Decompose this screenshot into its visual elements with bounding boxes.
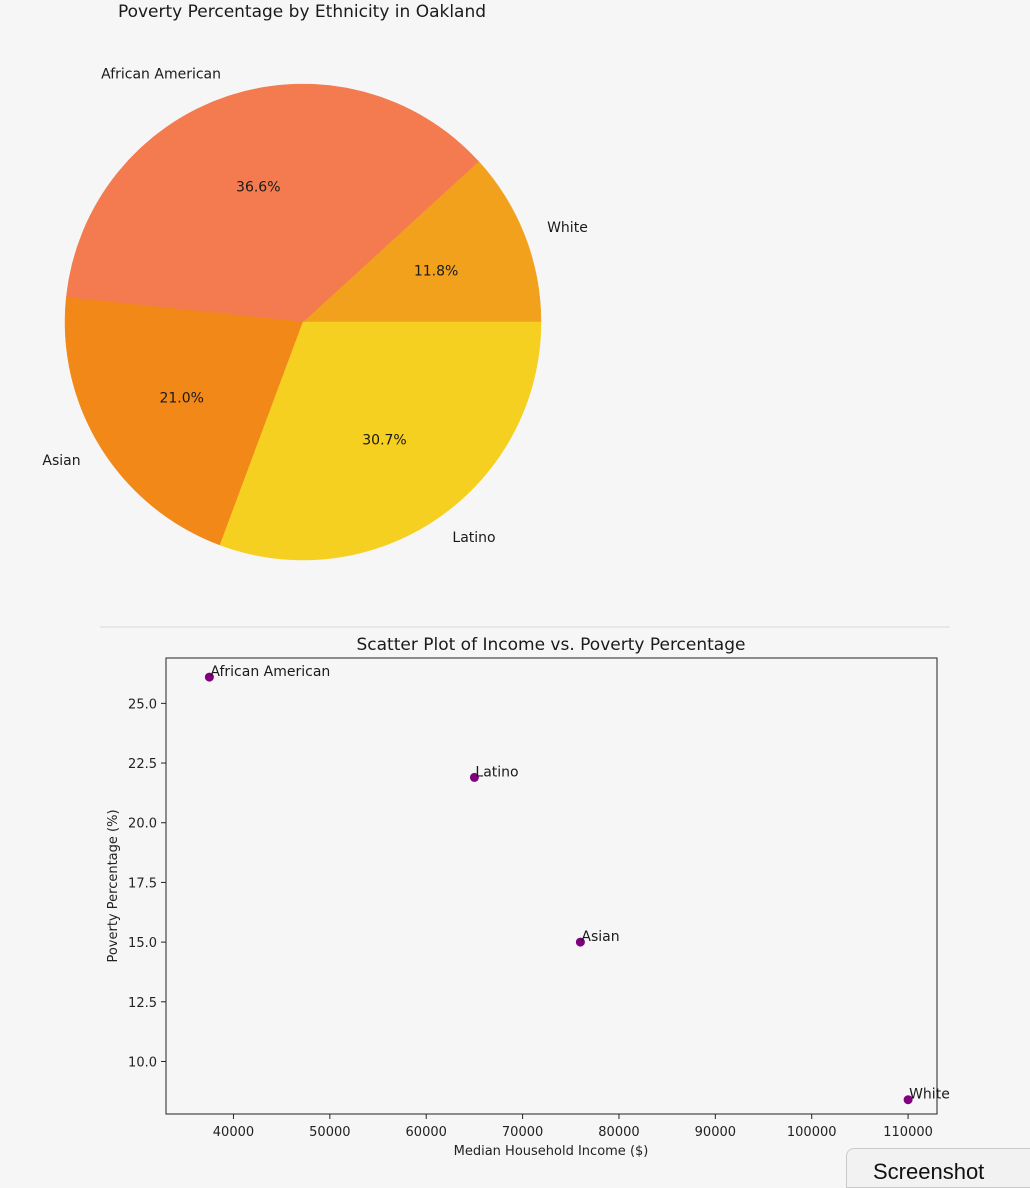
x-tick-label: 70000 [502, 1125, 543, 1140]
pie-slice-latino [219, 321, 542, 561]
pie-percent-latino: 30.7% [362, 432, 406, 448]
pie-percent-african-american: 36.6% [236, 179, 280, 195]
y-tick-label: 25.0 [128, 697, 157, 712]
pie-label-african-american: African American [101, 66, 221, 82]
scatter-points: African American Latino Asian White [204, 664, 950, 1105]
scatter-annotation-african-american: African American [210, 664, 330, 680]
pie-label-asian: Asian [42, 453, 80, 469]
x-tick-label: 110000 [883, 1125, 933, 1140]
scatter-point-white [903, 1095, 913, 1105]
pie-labels: White 11.8% African American 36.6% Asian 21.0… [42, 66, 587, 546]
y-tick-label: 12.5 [128, 996, 157, 1011]
y-axis-label: Poverty Percentage (%) [106, 809, 121, 962]
scatter-point-african-american [204, 672, 214, 682]
scatter-annotation-white: White [909, 1087, 950, 1103]
screenshot-button[interactable]: Screenshot [846, 1148, 1030, 1188]
y-tick-label: 20.0 [128, 817, 157, 832]
pie-slice-asian [64, 297, 304, 546]
scatter-plot-area [165, 657, 938, 1115]
y-tick-label: 15.0 [128, 936, 157, 951]
scatter-annotation-latino: Latino [475, 764, 518, 780]
x-tick-label: 40000 [213, 1125, 254, 1140]
x-axis-label: Median Household Income ($) [454, 1144, 649, 1159]
pie-percent-white: 11.8% [414, 263, 458, 279]
scatter-point-asian [575, 937, 585, 947]
pie-label-white: White [547, 220, 588, 236]
x-tick-label: 100000 [787, 1125, 837, 1140]
x-axis-ticks: 40000 50000 60000 70000 80000 90000 100000 1100… [213, 1114, 933, 1140]
scatter-point-latino [469, 772, 479, 782]
y-axis-ticks: 10.0 12.5 15.0 17.5 20.0 22.5 25.0 [128, 697, 166, 1070]
pie-slice-african-american [66, 83, 480, 323]
x-tick-label: 90000 [695, 1125, 736, 1140]
pie-slice-white [302, 161, 542, 323]
y-tick-label: 10.0 [128, 1055, 157, 1070]
pie-chart: Poverty Percentage by Ethnicity in Oakla… [42, 2, 588, 561]
x-tick-label: 80000 [598, 1125, 639, 1140]
scatter-annotation-asian: Asian [581, 929, 619, 945]
scatter-title: Scatter Plot of Income vs. Poverty Perce… [357, 635, 746, 655]
x-tick-label: 50000 [309, 1125, 350, 1140]
x-tick-label: 60000 [406, 1125, 447, 1140]
pie-slices [64, 83, 542, 561]
y-tick-label: 22.5 [128, 757, 157, 772]
pie-percent-asian: 21.0% [159, 390, 203, 406]
scatter-chart: Scatter Plot of Income vs. Poverty Perce… [106, 635, 950, 1159]
y-tick-label: 17.5 [128, 876, 157, 891]
pie-title: Poverty Percentage by Ethnicity in Oakla… [118, 2, 486, 22]
pie-label-latino: Latino [452, 530, 495, 546]
